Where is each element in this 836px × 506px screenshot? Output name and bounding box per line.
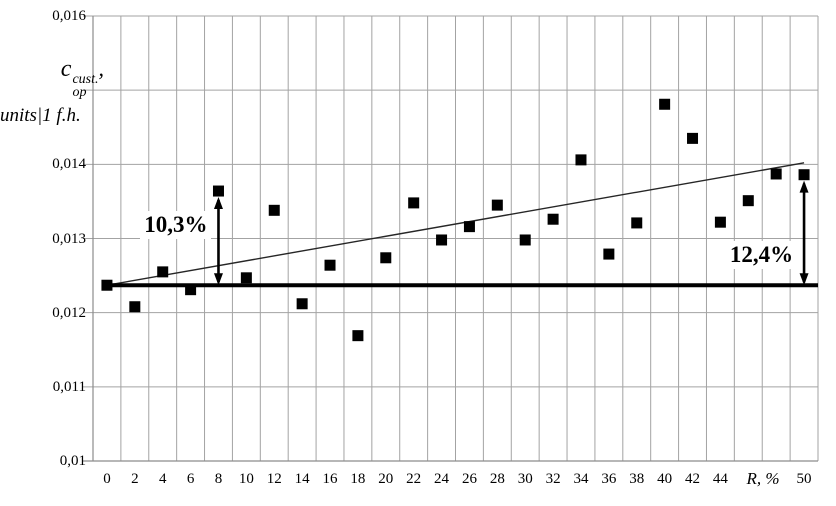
x-tick-label: 32 <box>545 471 561 487</box>
data-point <box>519 234 531 246</box>
x-tick-label: 6 <box>186 471 195 487</box>
data-point <box>575 154 587 166</box>
y-tick-label: 0,011 <box>52 378 86 395</box>
data-point <box>547 213 559 225</box>
x-tick-label: 26 <box>461 471 477 487</box>
x-tick-label: 14 <box>294 471 310 487</box>
x-axis-title: R, % <box>746 469 780 488</box>
data-point <box>296 298 308 310</box>
y-title-supsub: cust. op <box>72 72 99 100</box>
trend-line <box>106 162 805 286</box>
y-axis-title: c cust. op, units|1 f.h. <box>0 54 108 127</box>
y-tick-label: 0,013 <box>52 230 86 247</box>
data-point <box>798 169 810 181</box>
arrow-head-up <box>799 180 809 193</box>
x-tick-label: 40 <box>657 471 673 487</box>
x-tick-label: 42 <box>685 471 701 487</box>
x-tick-label: 28 <box>489 471 505 487</box>
data-point <box>240 272 252 284</box>
x-tick-label: 50 <box>796 471 812 487</box>
y-title-symbol: c <box>60 56 72 82</box>
data-point <box>380 252 392 264</box>
data-point <box>463 221 475 233</box>
y-tick-label: 0,01 <box>59 453 86 469</box>
x-tick-label: 0 <box>103 471 111 487</box>
data-point <box>324 259 336 271</box>
annotation-label: 10,3% <box>140 210 212 239</box>
data-point <box>687 132 699 144</box>
x-tick-label: 22 <box>406 471 422 487</box>
y-tick-label: 0,012 <box>52 304 86 321</box>
x-tick-label: 20 <box>378 471 394 487</box>
data-point <box>129 301 141 313</box>
x-tick-label: 12 <box>266 471 282 487</box>
y-tick-label: 0,014 <box>52 156 86 173</box>
x-tick-label: 8 <box>214 471 223 487</box>
x-tick-label: 36 <box>601 471 617 487</box>
y-axis-title-line1: c cust. op, <box>0 54 108 100</box>
x-tick-label: 38 <box>629 471 645 487</box>
data-point <box>157 266 169 278</box>
x-tick-label: 2 <box>131 471 139 487</box>
data-point <box>659 98 671 110</box>
x-tick-label: 10 <box>238 471 254 487</box>
data-point <box>352 330 364 342</box>
x-tick-label: 18 <box>350 471 366 487</box>
y-title-superscript: cust. <box>72 72 99 87</box>
data-point <box>491 199 503 211</box>
data-point <box>436 234 448 246</box>
arrow-head-up <box>213 196 223 209</box>
data-point <box>714 216 726 228</box>
y-title-comma: , <box>98 56 105 81</box>
annotation-label: 12,4% <box>725 241 798 270</box>
y-title-subscript: op <box>72 85 87 100</box>
data-point <box>268 204 280 216</box>
data-point <box>185 284 197 296</box>
arrow-head-down <box>213 273 223 286</box>
x-tick-label: 4 <box>158 471 167 487</box>
data-point <box>603 248 615 260</box>
x-tick-label: 30 <box>517 471 533 487</box>
y-tick-label: 0,016 <box>52 8 86 24</box>
x-tick-label: 34 <box>573 471 589 487</box>
data-point <box>101 279 113 291</box>
x-tick-label: 24 <box>434 471 450 487</box>
data-point <box>631 217 643 229</box>
data-point <box>212 185 224 197</box>
arrow-head-down <box>799 273 809 286</box>
x-tick-label: 16 <box>322 471 338 487</box>
data-point <box>742 195 754 207</box>
y-axis-title-line2: units|1 f.h. <box>0 105 81 126</box>
data-point <box>408 197 420 209</box>
x-tick-label: 44 <box>712 471 728 487</box>
data-point <box>770 168 782 180</box>
